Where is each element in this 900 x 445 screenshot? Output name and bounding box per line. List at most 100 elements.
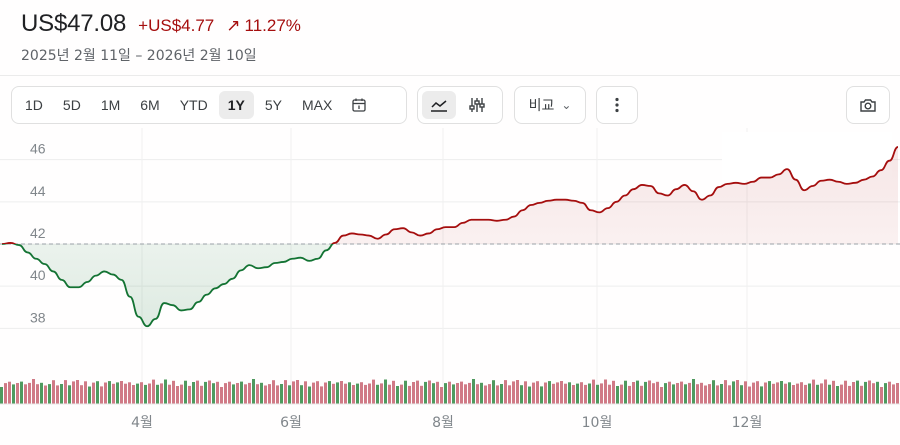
volume-bar bbox=[700, 382, 703, 404]
price-line-down bbox=[2, 244, 335, 328]
volume-bar bbox=[284, 380, 287, 404]
volume-bar bbox=[228, 381, 231, 404]
volume-bar bbox=[872, 383, 875, 404]
volume-bar bbox=[796, 383, 799, 404]
volume-bar bbox=[240, 381, 243, 404]
volume-bar bbox=[476, 384, 479, 404]
screenshot-button[interactable] bbox=[846, 86, 890, 124]
volume-bar bbox=[140, 382, 143, 404]
volume-bar bbox=[864, 381, 867, 404]
volume-bar bbox=[216, 381, 219, 404]
x-tick-label: 6월 bbox=[280, 415, 302, 431]
volume-bar bbox=[596, 384, 599, 404]
volume-bar bbox=[520, 385, 523, 404]
volume-bar bbox=[600, 383, 603, 404]
volume-bar bbox=[120, 381, 123, 404]
volume-bar bbox=[72, 381, 75, 404]
volume-bar bbox=[224, 383, 227, 404]
compare-dropdown[interactable]: 비교 ⌄ bbox=[514, 86, 586, 124]
volume-bar bbox=[344, 383, 347, 404]
compare-label: 비교 bbox=[528, 98, 555, 114]
volume-bar bbox=[660, 387, 663, 404]
volume-bar bbox=[36, 384, 39, 404]
volume-bar bbox=[552, 383, 555, 404]
volume-bar bbox=[624, 380, 627, 404]
volume-bar bbox=[756, 381, 759, 404]
volume-bar bbox=[524, 381, 527, 404]
chart-type-selector bbox=[417, 86, 503, 124]
volume-bar bbox=[156, 384, 159, 404]
quote-header: US$47.08 +US$4.77 ↗ 11.27% bbox=[21, 10, 301, 38]
volume-bar bbox=[16, 383, 19, 404]
volume-bar bbox=[684, 384, 687, 404]
range-1m-button[interactable]: 1M bbox=[100, 97, 121, 113]
volume-bar bbox=[480, 382, 483, 404]
price-change: +US$4.77 bbox=[138, 16, 215, 35]
range-1y-button[interactable]: 1Y bbox=[218, 91, 254, 119]
x-axis-labels: 4월 6월 8월 10월 12월 bbox=[131, 415, 762, 431]
volume-bar bbox=[276, 385, 279, 404]
x-tick-label: 12월 bbox=[732, 415, 763, 431]
volume-bar bbox=[608, 384, 611, 404]
volume-bar bbox=[260, 382, 263, 404]
volume-bar bbox=[840, 384, 843, 404]
range-6m-button[interactable]: 6M bbox=[140, 97, 160, 113]
volume-bar bbox=[204, 381, 207, 404]
volume-bar bbox=[264, 385, 267, 404]
volume-bar bbox=[548, 381, 551, 404]
volume-bar bbox=[892, 384, 895, 404]
volume-bar bbox=[532, 382, 535, 404]
current-price: US$47.08 bbox=[21, 10, 127, 37]
volume-bar bbox=[728, 385, 731, 404]
volume-bar bbox=[528, 386, 531, 404]
volume-bar bbox=[68, 385, 71, 404]
volume-bar bbox=[828, 384, 831, 404]
range-ytd-button[interactable]: YTD bbox=[179, 97, 208, 113]
volume-bar bbox=[268, 384, 271, 404]
volume-bar bbox=[468, 382, 471, 404]
volume-bar bbox=[452, 384, 455, 404]
range-5d-button[interactable]: 5D bbox=[62, 97, 81, 113]
more-options-button[interactable] bbox=[596, 86, 638, 124]
volume-bar bbox=[220, 387, 223, 404]
volume-bar bbox=[804, 384, 807, 404]
volume-bar bbox=[208, 380, 211, 404]
volume-bar bbox=[444, 383, 447, 404]
volume-bar bbox=[336, 382, 339, 404]
volume-bar bbox=[24, 384, 27, 404]
volume-bar bbox=[752, 382, 755, 404]
volume-bar bbox=[408, 385, 411, 404]
volume-bar bbox=[456, 383, 459, 404]
calendar-icon[interactable] bbox=[345, 91, 373, 119]
volume-bar bbox=[632, 382, 635, 404]
volume-bar bbox=[736, 380, 739, 404]
range-max-button[interactable]: MAX bbox=[301, 97, 333, 113]
volume-bar bbox=[96, 381, 99, 404]
volume-bar bbox=[776, 382, 779, 404]
divider bbox=[0, 75, 900, 76]
volume-bar bbox=[588, 383, 591, 404]
volume-bar bbox=[20, 381, 23, 404]
volume-bar bbox=[820, 383, 823, 404]
line-chart-icon[interactable] bbox=[422, 91, 456, 119]
volume-bar bbox=[692, 379, 695, 404]
volume-bar bbox=[620, 384, 623, 404]
volume-bar bbox=[580, 382, 583, 404]
volume-bar bbox=[136, 383, 139, 404]
volume-bar bbox=[716, 385, 719, 404]
volume-bar bbox=[644, 381, 647, 404]
range-1d-button[interactable]: 1D bbox=[25, 97, 43, 113]
price-chart[interactable]: 38 40 42 44 46 4월 6월 8월 10월 12월 bbox=[0, 128, 900, 445]
volume-bar bbox=[508, 385, 511, 404]
volume-bar bbox=[856, 380, 859, 404]
volume-bar bbox=[880, 387, 883, 404]
volume-bar bbox=[300, 385, 303, 404]
x-tick-label: 10월 bbox=[582, 415, 613, 431]
range-5y-button[interactable]: 5Y bbox=[264, 97, 282, 113]
arrow-up-right-icon: ↗ bbox=[226, 16, 241, 35]
volume-bar bbox=[568, 382, 571, 404]
volume-bar bbox=[160, 383, 163, 404]
volume-bar bbox=[496, 385, 499, 404]
sliders-icon[interactable] bbox=[460, 91, 494, 119]
volume-bar bbox=[668, 381, 671, 404]
